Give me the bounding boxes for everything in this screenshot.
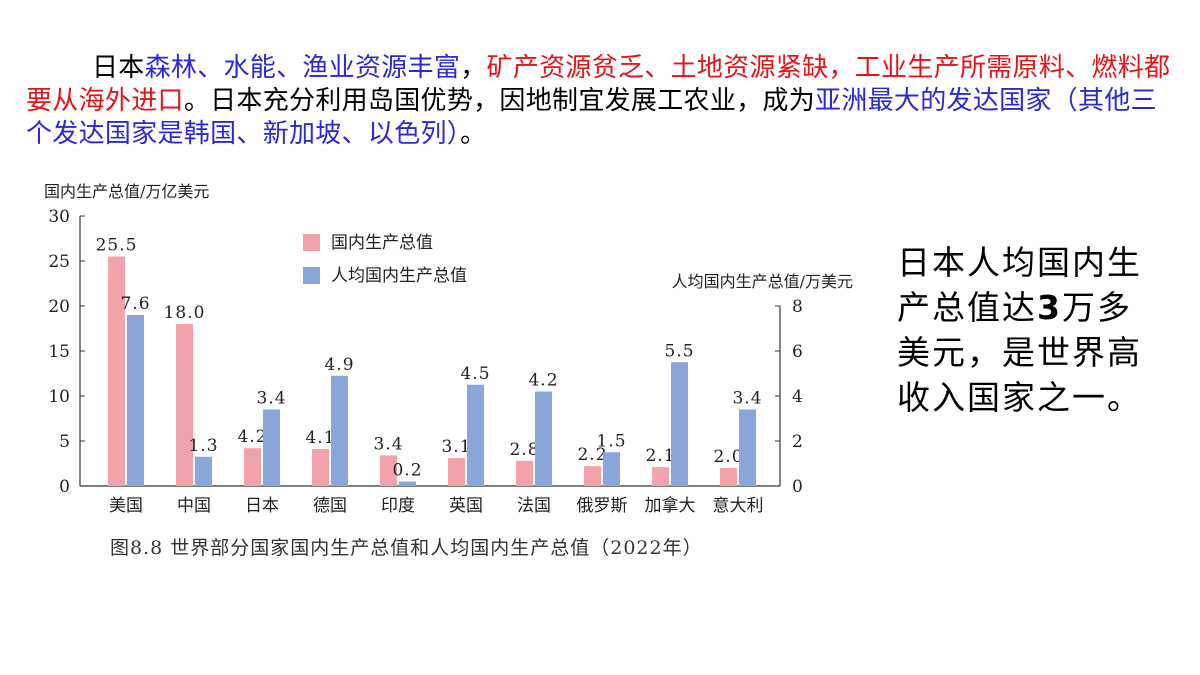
y-tick-label-left: 25: [48, 252, 70, 272]
x-tick-label: 意大利: [713, 496, 764, 516]
intro-paragraph: 日本森林、水能、渔业资源丰富，矿产资源贫乏、土地资源紧缺，工业生产所需原料、燃料…: [26, 52, 1176, 151]
bar-gdp: [448, 458, 465, 486]
data-label-gdp: 4.1: [305, 428, 335, 448]
x-tick-label: 法国: [517, 496, 551, 516]
bar-gdp: [312, 449, 329, 486]
paragraph-resources-text: 森林、水能、渔业资源丰富: [144, 53, 461, 83]
bar-gdp-per-capita: [399, 481, 416, 486]
x-tick-label: 日本: [245, 496, 279, 516]
data-label-gdp: 3.4: [373, 434, 403, 454]
data-label-gdp: 2.1: [645, 446, 675, 466]
data-label-gdp: 2.8: [509, 440, 539, 460]
paragraph-text: 。: [460, 119, 487, 149]
data-label-gdp-per-capita: 4.9: [324, 355, 354, 375]
x-tick-label: 美国: [109, 496, 143, 516]
legend-swatch-gdp-per-capita: [303, 267, 320, 284]
y-tick-label-right: 4: [792, 387, 803, 407]
bar-gdp-per-capita: [671, 362, 688, 486]
data-label-gdp: 3.1: [441, 437, 471, 457]
data-label-gdp-per-capita: 4.5: [460, 364, 490, 384]
data-label-gdp: 4.2: [237, 427, 267, 447]
legend-label-gdp-per-capita: 人均国内生产总值: [331, 266, 467, 286]
bar-gdp-per-capita: [331, 375, 348, 486]
paragraph-text: 日本: [92, 53, 145, 83]
callout-part: 万多美元，是世界高收入国家之一。: [897, 288, 1142, 417]
paragraph-text: 。日本充分利用岛国优势，因地制宜发展工农业，成为: [183, 86, 816, 116]
y-tick-label-left: 15: [48, 342, 70, 362]
x-tick-label: 俄罗斯: [577, 496, 628, 516]
x-tick-label: 加拿大: [645, 495, 696, 516]
data-label-gdp-per-capita: 5.5: [664, 341, 694, 361]
x-tick-label: 中国: [177, 496, 211, 516]
paragraph-developed-text: 亚洲最大的发达国家（其他三个发达国家是韩国、新加坡、以色列）: [26, 86, 1157, 149]
data-label-gdp-per-capita: 3.4: [256, 389, 286, 409]
y-tick-label-right: 8: [792, 297, 803, 317]
bar-gdp-per-capita: [467, 384, 484, 486]
bar-gdp: [244, 448, 261, 486]
y-tick-label-right: 2: [792, 432, 803, 452]
callout-number: 3: [1037, 288, 1062, 327]
y-tick-label-right: 6: [792, 342, 803, 362]
bar-gdp: [108, 256, 125, 486]
bar-gdp: [176, 324, 193, 486]
bar-gdp-per-capita: [739, 409, 756, 486]
x-tick-label: 印度: [381, 496, 415, 516]
data-label-gdp-per-capita: 4.2: [528, 371, 558, 391]
x-tick-label: 德国: [313, 496, 347, 516]
legend-swatch-gdp: [303, 234, 320, 251]
bar-gdp-per-capita: [535, 391, 552, 486]
data-label-gdp: 2.2: [577, 445, 607, 465]
paragraph-text: ，: [460, 53, 487, 83]
data-label-gdp-per-capita: 1.5: [596, 431, 626, 451]
callout-text: 日本人均国内生产总值达3万多美元，是世界高收入国家之一。: [897, 240, 1165, 420]
y-axis-right-label: 人均国内生产总值/万美元: [672, 272, 853, 291]
bar-gdp: [720, 468, 737, 486]
y-tick-label-right: 0: [792, 477, 803, 497]
bar-gdp-per-capita: [127, 315, 144, 486]
bar-gdp: [652, 467, 669, 486]
y-tick-label-left: 10: [48, 387, 70, 407]
data-label-gdp: 2.0: [713, 447, 743, 467]
bar-gdp-per-capita: [603, 452, 620, 486]
bar-gdp: [584, 466, 601, 486]
data-label-gdp-per-capita: 0.2: [392, 461, 422, 481]
y-tick-label-left: 30: [48, 207, 70, 227]
x-tick-label: 英国: [449, 496, 483, 516]
bar-gdp: [516, 460, 533, 486]
bar-gdp-per-capita: [263, 409, 280, 486]
y-axis-left-label: 国内生产总值/万亿美元: [44, 182, 209, 201]
data-label-gdp-per-capita: 1.3: [188, 436, 218, 456]
data-label-gdp: 25.5: [96, 236, 138, 256]
legend-label-gdp: 国内生产总值: [331, 233, 433, 253]
y-tick-label-left: 5: [59, 432, 70, 452]
data-label-gdp-per-capita: 7.6: [120, 294, 150, 314]
bar-gdp: [380, 455, 397, 486]
callout-part: 日本人均国内生产总值达: [897, 243, 1142, 327]
y-tick-label-left: 0: [59, 477, 70, 497]
bar-gdp-per-capita: [195, 456, 212, 486]
chart-caption: 图8.8 世界部分国家国内生产总值和人均国内生产总值（2022年）: [110, 537, 703, 559]
paragraph-shortage-text: 矿产资源贫乏、土地资源紧缺，工业生产所需原料、燃料都要从海外进口: [26, 53, 1171, 116]
data-label-gdp-per-capita: 3.4: [732, 389, 762, 409]
y-tick-label-left: 20: [48, 297, 70, 317]
data-label-gdp: 18.0: [164, 303, 206, 323]
